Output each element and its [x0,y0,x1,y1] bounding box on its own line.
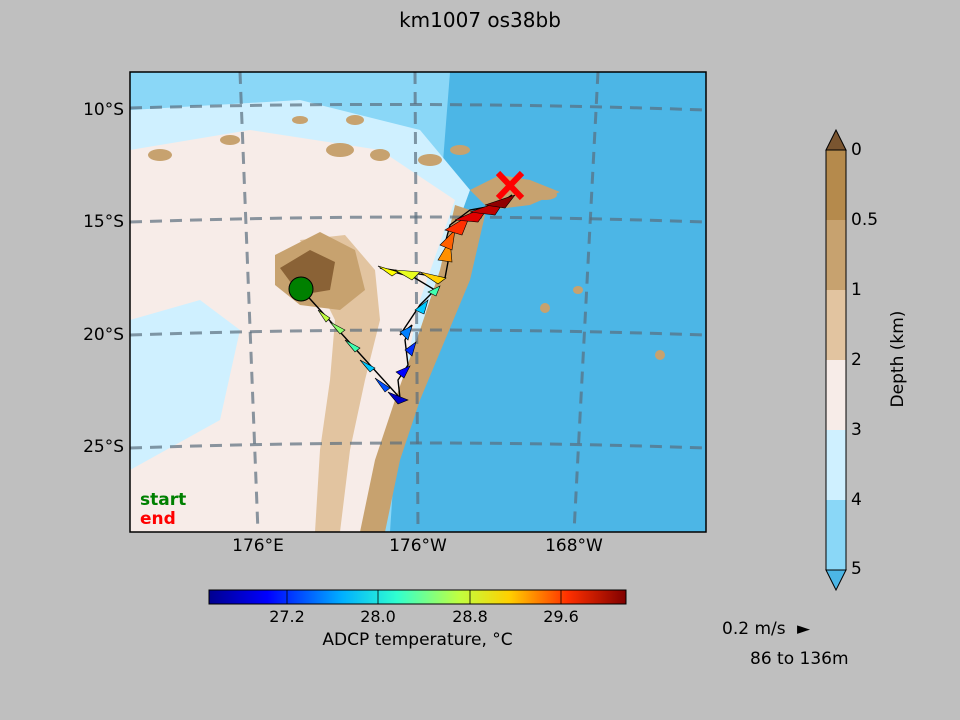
depth-range: 86 to 136m [750,649,849,669]
lat-label-15s: 15°S [83,212,124,232]
depth-tick-3: 3 [851,420,862,440]
start-marker [288,276,314,302]
depth-colorbar [825,128,847,592]
end-marker [495,170,525,201]
legend-start: start [140,490,187,510]
lon-label-176w: 176°W [389,536,447,556]
velocity-vectors [317,194,516,405]
depth-tick-0.5: 0.5 [851,210,879,230]
temperature-colorbar [208,589,627,605]
depth-tick-1: 1 [851,280,862,300]
lat-label-10s: 10°S [83,100,124,120]
velocity-scale-value: 0.2 m/s [722,619,786,639]
legend-end: end [140,509,176,529]
lau-ridge [300,235,380,532]
temp-colorbar-label: ADCP temperature, °C [322,630,513,650]
depth-tick-5: 5 [851,559,862,579]
temp-tick-29.6: 29.6 [543,607,579,626]
temp-tick-28.0: 28.0 [360,607,396,626]
depth-tick-4: 4 [851,490,862,510]
temp-tick-27.2: 27.2 [269,607,305,626]
tonga-ridge [360,205,485,532]
velocity-scale: 0.2 m/s ► [722,619,810,639]
depth-tick-0: 0 [851,140,862,160]
island-cluster [148,115,665,360]
lon-label-176e: 176°E [232,536,284,556]
temp-tick-28.8: 28.8 [452,607,488,626]
lat-label-25s: 25°S [83,437,124,457]
depth-tick-2: 2 [851,350,862,370]
bathymetry-map [130,72,706,532]
plot-title: km1007 os38bb [399,8,561,32]
graticule [130,72,706,532]
velocity-scale-arrow-icon: ► [797,619,811,639]
depth-axis-label: Depth (km) [888,310,908,408]
map-frame [129,71,707,533]
lat-label-20s: 20°S [83,325,124,345]
lon-label-168w: 168°W [545,536,603,556]
